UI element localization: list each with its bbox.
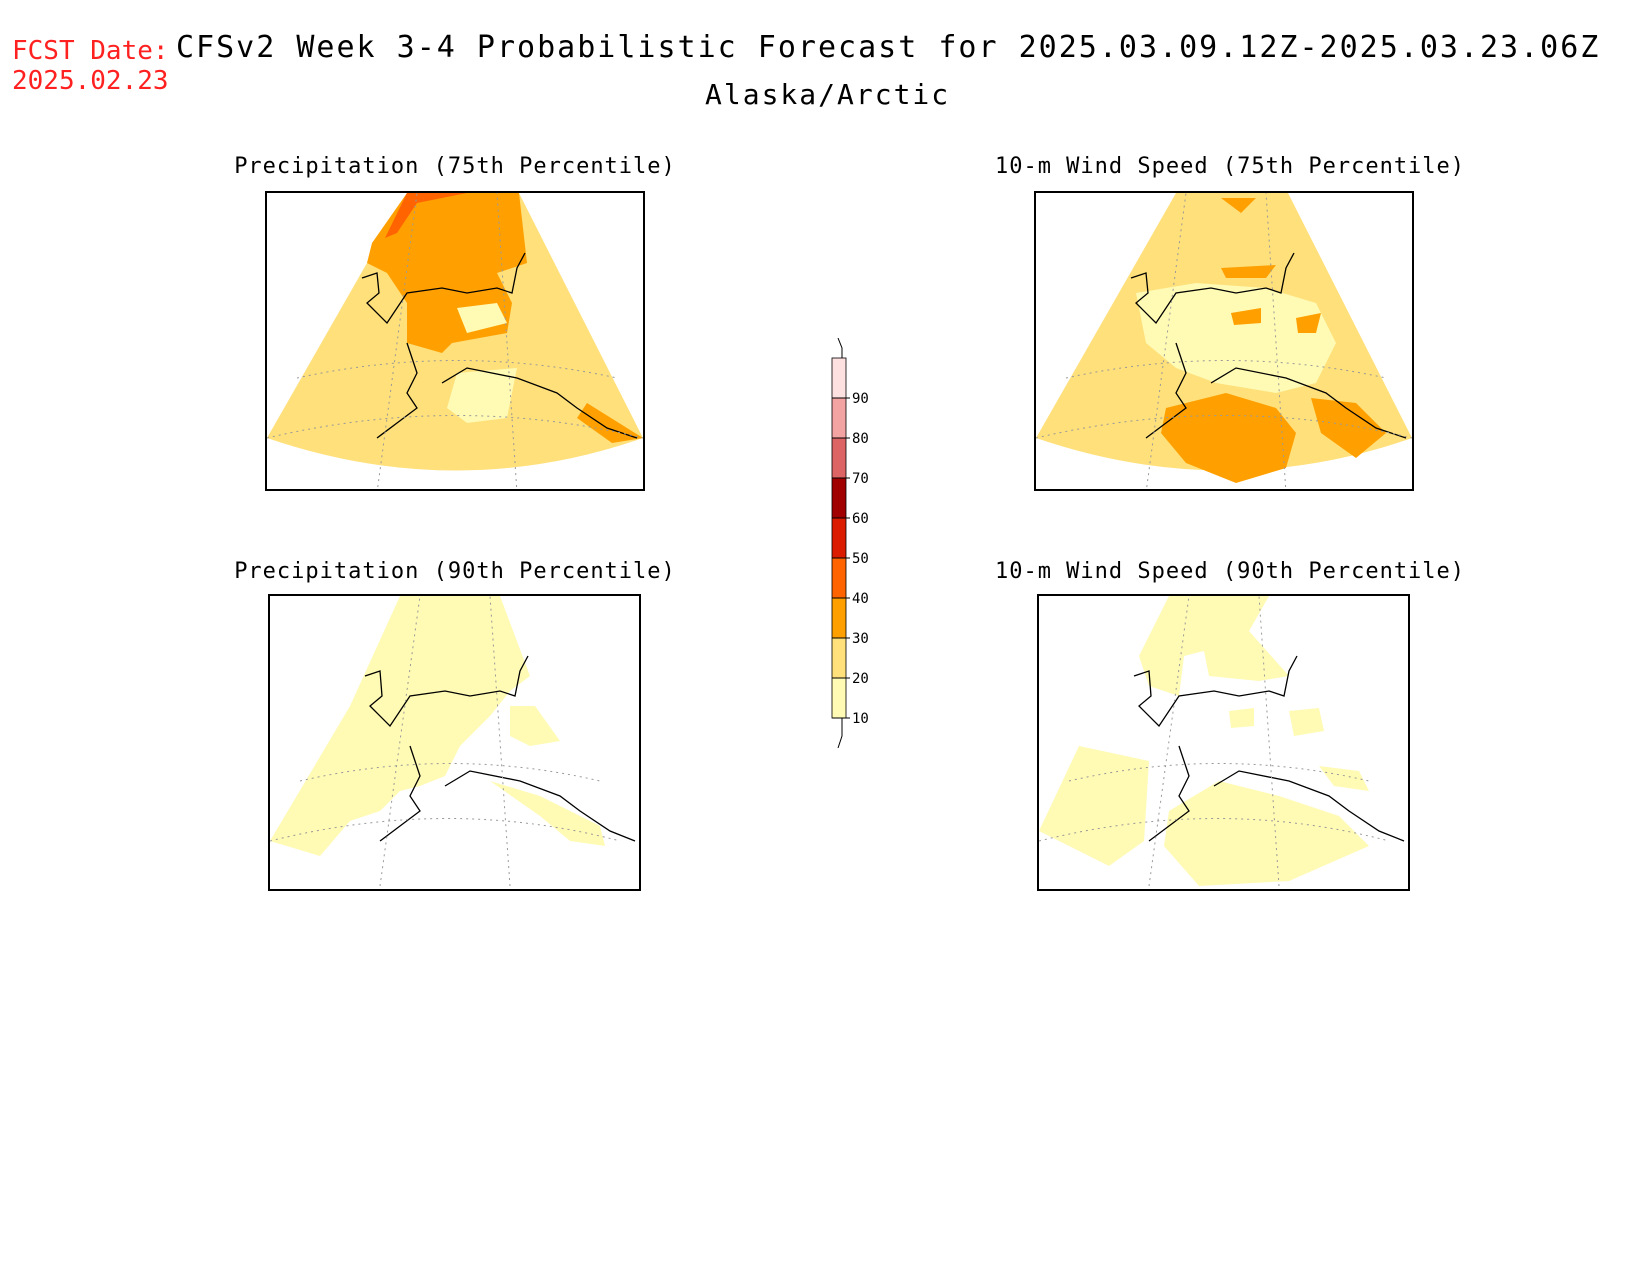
- coastline: [361, 252, 638, 439]
- colorbar-swatch: [832, 638, 846, 678]
- map-precip-75: [265, 191, 645, 491]
- colorbar-tick-label: 70: [852, 471, 869, 487]
- colorbar: 90 80 70 60 50 40 30 20 10: [828, 337, 908, 749]
- prob-10-20-area: [457, 303, 507, 333]
- map-wind-90-canvas: [1039, 596, 1405, 887]
- prob-10-20-area: [1039, 746, 1149, 866]
- colorbar-frame: [831, 357, 847, 719]
- colorbar-swatch: [832, 398, 846, 438]
- prob-10-20-area: [1319, 766, 1369, 791]
- panel-title-precip-90: Precipitation (90th Percentile): [234, 559, 676, 584]
- colorbar-tick-label: 60: [852, 511, 869, 527]
- prob-10-20-area: [270, 596, 530, 856]
- colorbar-canvas: 90 80 70 60 50 40 30 20 10: [831, 337, 869, 749]
- colorbar-tick-label: 90: [852, 391, 869, 407]
- prob-10-20-area: [510, 706, 560, 746]
- colorbar-tick-label: 40: [852, 591, 869, 607]
- panel-title-wind-90: 10-m Wind Speed (90th Percentile): [994, 559, 1466, 584]
- page-title: CFSv2 Week 3-4 Probabilistic Forecast fo…: [176, 30, 1601, 65]
- graticule: [1039, 596, 1390, 887]
- graticule: [270, 596, 621, 887]
- coastline: [1130, 252, 1407, 439]
- map-precip-90: [268, 594, 641, 891]
- colorbar-swatch: [832, 598, 846, 638]
- prob-40-50-area: [385, 193, 467, 238]
- colorbar-swatch: [832, 518, 846, 558]
- map-precip-75-canvas: [267, 193, 643, 489]
- colorbar-swatch: [832, 478, 846, 518]
- map-wind-75-canvas: [1036, 193, 1412, 489]
- colorbar-tick-label: 20: [852, 671, 869, 687]
- colorbar-tick-label: 50: [852, 551, 869, 567]
- panel-title-precip-75: Precipitation (75th Percentile): [234, 154, 676, 179]
- prob-30-40-area: [1311, 398, 1386, 458]
- coastline: [1133, 655, 1405, 842]
- region-subtitle: Alaska/Arctic: [705, 78, 951, 111]
- prob-10-20-area: [1136, 283, 1336, 393]
- fcst-date-label: FCST Date:: [12, 36, 169, 66]
- prob-10-20-area: [490, 781, 605, 846]
- prob-10-20-area: [1164, 781, 1369, 886]
- colorbar-tick-label: 10: [852, 711, 869, 727]
- panel-title-wind-75: 10-m Wind Speed (75th Percentile): [994, 154, 1466, 179]
- map-wind-75: [1034, 191, 1414, 491]
- prob-30-40-area: [577, 403, 643, 443]
- fcst-date-value: 2025.02.23: [12, 66, 169, 96]
- prob-10-20-area: [1229, 708, 1254, 728]
- prob-30-40-area: [1161, 393, 1296, 483]
- prob-30-40-area: [1221, 265, 1276, 278]
- prob-30-40-area: [1231, 308, 1261, 325]
- prob-30-40-area: [1296, 313, 1321, 333]
- coastline: [364, 655, 636, 842]
- prob-10-20-area: [447, 368, 517, 423]
- prob-10-20-area: [1289, 708, 1324, 736]
- prob-10-20-area: [1139, 596, 1289, 696]
- colorbar-swatch: [832, 438, 846, 478]
- colorbar-tick-label: 30: [852, 631, 869, 647]
- map-wind-90: [1037, 594, 1410, 891]
- colorbar-tick-label: 80: [852, 431, 869, 447]
- prob-30-40-area: [1221, 198, 1256, 213]
- map-precip-90-canvas: [270, 596, 636, 887]
- colorbar-swatch: [832, 678, 846, 718]
- colorbar-swatch: [832, 558, 846, 598]
- colorbar-swatch: [832, 358, 846, 398]
